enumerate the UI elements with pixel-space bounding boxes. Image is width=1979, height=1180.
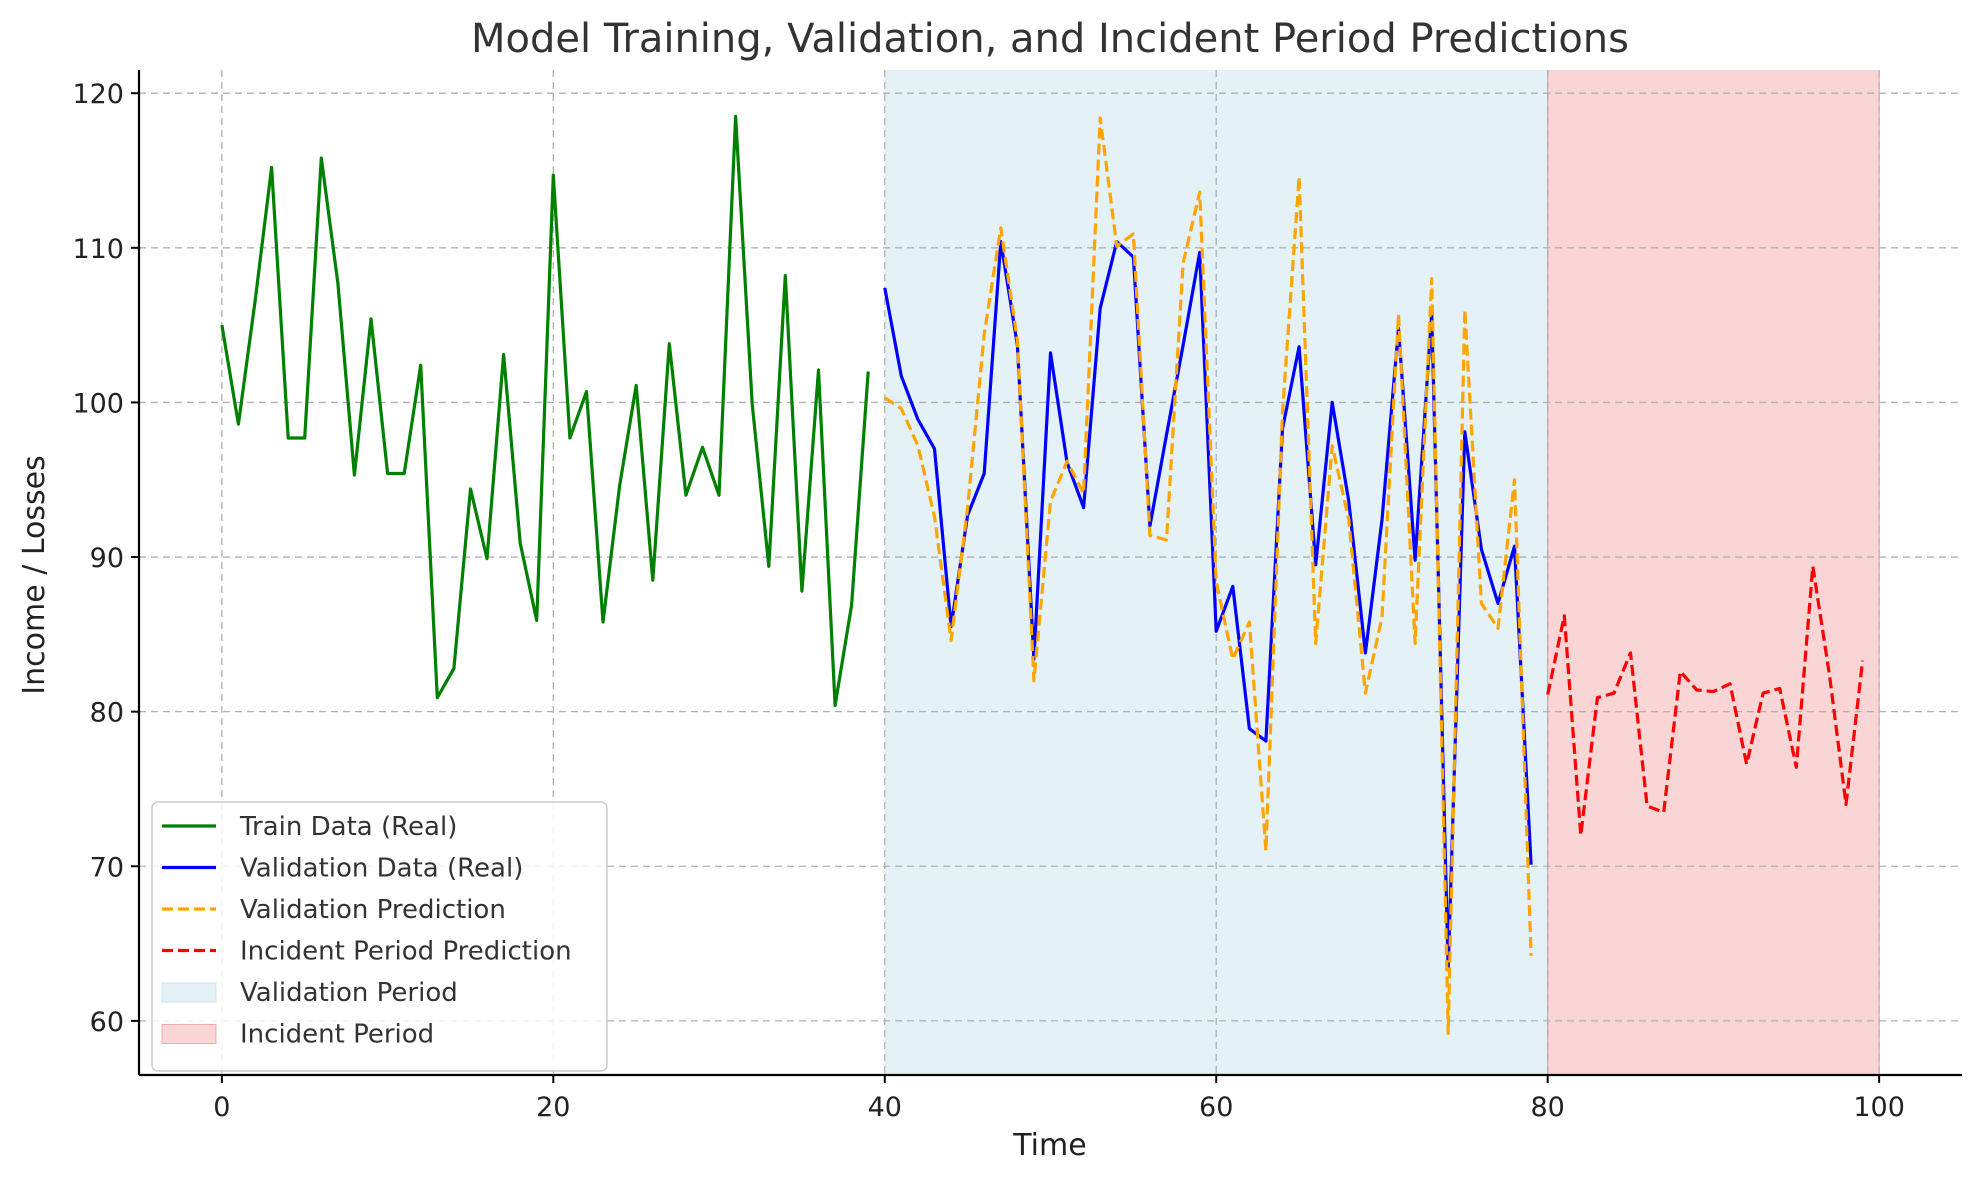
legend-label-train-data-real: Train Data (Real) <box>239 812 457 842</box>
incident-period-span <box>1547 70 1880 1075</box>
legend: Train Data (Real) Validation Data (Real) V… <box>151 801 608 1072</box>
y-tick-label: 110 <box>72 234 124 265</box>
legend-box <box>151 801 608 1072</box>
legend-label-incident-period: Incident Period <box>240 1020 434 1050</box>
y-tick-label: 60 <box>90 1007 124 1038</box>
y-tick-label: 80 <box>90 698 124 729</box>
legend-swatch-incident-period <box>161 1024 217 1044</box>
x-tick-label: 40 <box>868 1092 902 1123</box>
ticks: 0 20 40 60 80 100 60 70 80 90 100 110 120 <box>72 79 1904 1123</box>
y-tick-label: 120 <box>72 79 124 110</box>
x-tick-label: 0 <box>213 1092 230 1123</box>
x-tick-label: 20 <box>536 1092 570 1123</box>
axes <box>137 70 1962 1077</box>
x-tick-label: 80 <box>1531 1092 1565 1123</box>
y-tick-label: 70 <box>90 852 124 883</box>
incident-period-prediction-line <box>1546 564 1865 837</box>
x-tick-label: 60 <box>1199 1092 1233 1123</box>
legend-label-incident-period-prediction: Incident Period Prediction <box>240 937 572 967</box>
legend-label-validation-prediction: Validation Prediction <box>240 895 506 925</box>
train-data-real-line <box>220 114 870 708</box>
period-spans <box>884 70 1880 1075</box>
series-layer <box>220 114 1865 1035</box>
y-tick-label: 90 <box>90 543 124 574</box>
y-axis-label: Income / Losses <box>17 455 52 694</box>
legend-swatch-validation-period <box>161 982 217 1003</box>
legend-label-validation-period: Validation Period <box>240 978 458 1008</box>
legend-label-validation-data-real: Validation Data (Real) <box>240 854 523 884</box>
chart-title: Model Training, Validation, and Incident… <box>471 16 1629 62</box>
y-tick-label: 100 <box>72 388 124 419</box>
x-axis-label: Time <box>1012 1128 1086 1163</box>
x-tick-label: 100 <box>1853 1092 1905 1123</box>
